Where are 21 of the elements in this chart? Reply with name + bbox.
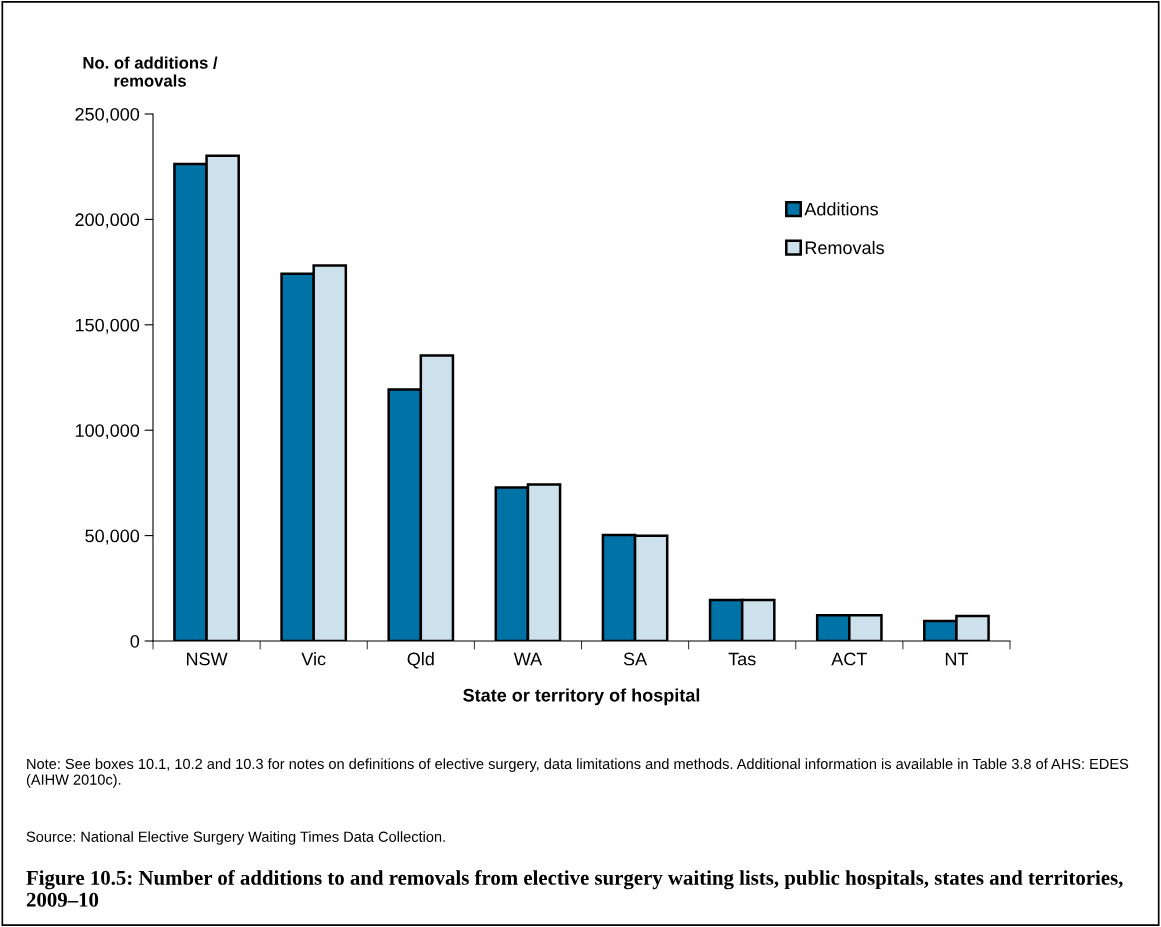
x-tick-label: ACT xyxy=(831,652,867,666)
x-tick-label: Qld xyxy=(407,652,434,669)
x-tick-label: NSW xyxy=(186,652,228,666)
x-tick-label: Tas xyxy=(728,652,756,666)
x-tick-label: WA xyxy=(513,652,543,666)
y-tick-label: 250,000 xyxy=(75,107,140,123)
y-tick-label: 100,000 xyxy=(75,424,140,440)
x-tick-label: Vic xyxy=(301,652,326,666)
legend-label: Removals xyxy=(805,240,884,255)
y-tick-label: 150,000 xyxy=(75,318,140,334)
y-axis-title: No. of additions / removals xyxy=(83,56,218,87)
y-tick-label: 0 xyxy=(130,634,140,648)
x-tick-label: SA xyxy=(623,652,648,666)
text: Note: See boxes 10.1, 10.2 and 10.3 for notes on definitions of elective surgery, data limitations and methods. Additional information is available in Table 3.8 of AHS: EDES (AIHW 2010c). xyxy=(26,758,1129,788)
x-tick-label: NT xyxy=(945,652,969,666)
legend-label: Additions xyxy=(804,202,878,216)
y-tick-label: 200,000 xyxy=(75,213,140,229)
x-axis-title: State or territory of hospital xyxy=(463,688,700,706)
text: Figure 10.5: Number of additions to and removals from elective surgery waiting lists, public hospitals, states and territories, 2009–10 xyxy=(26,870,1123,907)
source-note: Source: National Elective Surgery Waiting Times Data Collection. xyxy=(26,831,445,845)
y-tick-label: 50,000 xyxy=(85,529,140,545)
